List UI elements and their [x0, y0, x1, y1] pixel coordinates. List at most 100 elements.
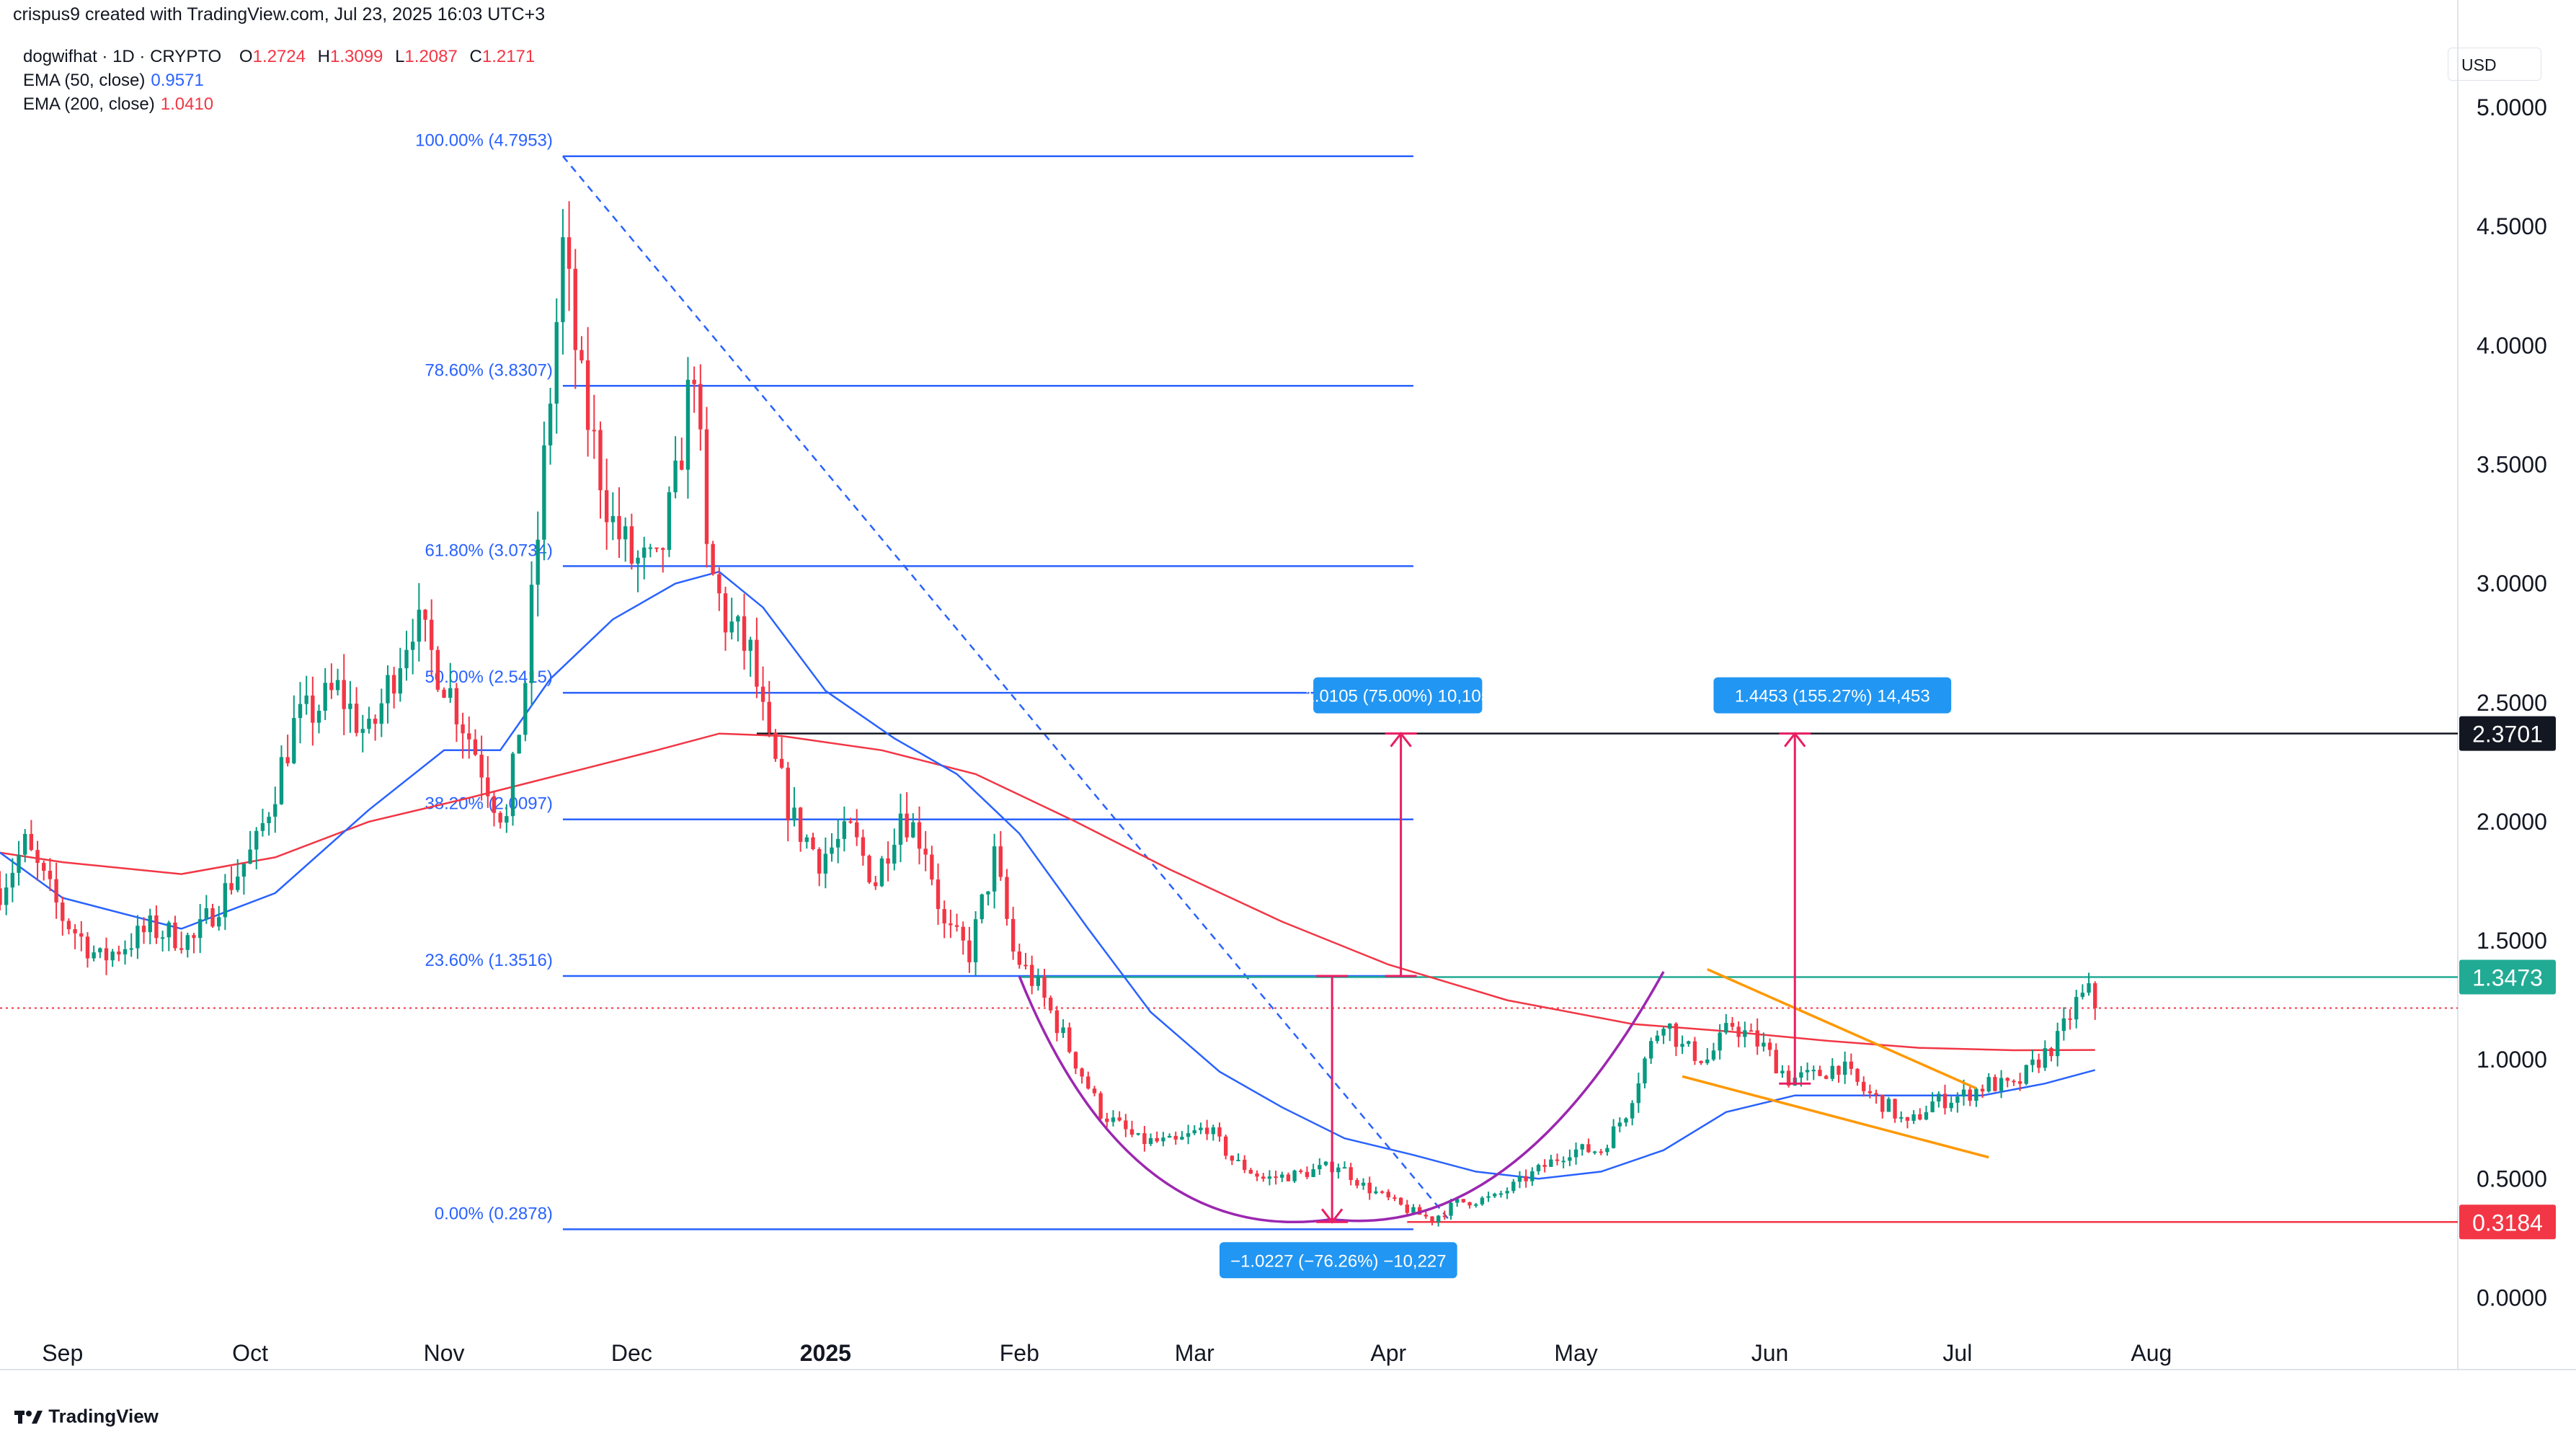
- candle-body: [1498, 1193, 1504, 1195]
- candle-body: [1073, 1052, 1078, 1069]
- candle-body: [886, 858, 890, 864]
- candle-body: [1061, 1027, 1065, 1034]
- candle-body: [767, 701, 771, 733]
- candle-body: [1849, 1061, 1854, 1069]
- candle-body: [542, 445, 546, 540]
- candle-body: [936, 879, 941, 910]
- candle-body: [298, 704, 303, 719]
- candle-body: [855, 822, 859, 838]
- candle-body: [1186, 1133, 1191, 1137]
- candle-body: [1105, 1118, 1109, 1122]
- candle-body: [1692, 1041, 1697, 1061]
- candle-body: [498, 812, 502, 823]
- ema50-label: EMA (50, close): [23, 71, 146, 90]
- candle-body: [1367, 1182, 1372, 1194]
- candle-body: [279, 757, 284, 804]
- candle-body: [1361, 1182, 1366, 1186]
- candle-body: [879, 858, 884, 887]
- x-tick-label: Dec: [611, 1340, 652, 1366]
- candle-body: [1274, 1176, 1278, 1179]
- candle-body: [717, 574, 721, 594]
- candle-body: [830, 847, 834, 854]
- candle-body: [1830, 1065, 1835, 1079]
- candle-body: [129, 948, 133, 950]
- currency-selector[interactable]: USD: [2448, 48, 2541, 81]
- candle-body: [1204, 1127, 1209, 1135]
- candle-body: [1668, 1024, 1672, 1029]
- candle-body: [980, 894, 984, 920]
- candle-body: [1417, 1207, 1422, 1215]
- candle-body: [360, 729, 365, 733]
- candle-body: [617, 515, 621, 540]
- candle-body: [29, 833, 34, 851]
- candle-body: [2036, 1059, 2041, 1068]
- candle-body: [473, 739, 478, 755]
- candle-body: [1874, 1093, 1878, 1095]
- candle-body: [185, 935, 190, 950]
- fib-level-label: 100.00% (4.7953): [415, 131, 553, 151]
- candle-body: [354, 704, 359, 733]
- candle-body: [1318, 1165, 1322, 1170]
- candle-body: [1724, 1023, 1728, 1033]
- candle-body: [760, 686, 765, 702]
- candle-body: [1286, 1174, 1291, 1181]
- candle-body: [110, 951, 115, 961]
- candle-body: [680, 460, 684, 470]
- candle-body: [1192, 1130, 1196, 1134]
- candle-body: [1049, 998, 1053, 1011]
- candle-body: [316, 711, 321, 723]
- measure-label-text: 1.4453 (155.27%) 14,453: [1735, 687, 1930, 706]
- candle-body: [85, 936, 90, 959]
- candle-body: [98, 948, 102, 953]
- ema50-line: [0, 570, 2096, 1180]
- candle-body: [236, 877, 240, 890]
- candle-body: [1436, 1215, 1441, 1223]
- x-tick-label: Jun: [1751, 1340, 1789, 1366]
- candle-body: [1299, 1170, 1303, 1172]
- candle-body: [874, 882, 878, 887]
- candle-body: [1398, 1197, 1403, 1205]
- wedge-upper-line: [1707, 968, 1977, 1090]
- candle-body: [1280, 1174, 1284, 1178]
- candle-body: [1611, 1126, 1616, 1148]
- candle-body: [1505, 1191, 1509, 1194]
- measure-arrow: [1390, 732, 1412, 747]
- candle-body: [386, 675, 390, 704]
- candle-body: [1561, 1161, 1565, 1163]
- candle-body: [292, 718, 296, 763]
- candle-body: [273, 804, 277, 817]
- candle-body: [1824, 1075, 1829, 1079]
- candle-body: [1411, 1207, 1416, 1213]
- candle-body: [692, 379, 696, 384]
- candle-body: [223, 883, 228, 918]
- candle-body: [1405, 1204, 1409, 1213]
- candle-body: [505, 816, 509, 823]
- candle-body: [1980, 1088, 1985, 1092]
- candle-body: [61, 902, 65, 921]
- x-tick-label: Aug: [2131, 1340, 2172, 1366]
- fib-level-label: 78.60% (3.8307): [425, 360, 552, 380]
- candle-body: [1573, 1149, 1578, 1158]
- measure-label-box: [1713, 677, 1952, 714]
- candle-body: [1248, 1170, 1253, 1174]
- candle-body: [1893, 1099, 1897, 1119]
- candle-body: [2024, 1065, 2028, 1084]
- candle-body: [842, 821, 847, 839]
- candle-body: [2087, 983, 2091, 993]
- candle-body: [79, 933, 84, 937]
- symbol-row[interactable]: dogwifhat · 1D · CRYPTO O1.2724 H1.3099 …: [23, 45, 535, 68]
- x-tick-label: Sep: [42, 1340, 83, 1366]
- candle-body: [285, 757, 290, 763]
- candle-body: [1517, 1176, 1522, 1182]
- candle-body: [216, 917, 221, 927]
- candle-body: [1342, 1167, 1347, 1169]
- candle-body: [1211, 1127, 1215, 1135]
- ema50-row[interactable]: EMA (50, close) 0.9571: [23, 68, 535, 92]
- tradingview-logo[interactable]: TradingView: [14, 1404, 159, 1428]
- low-key: L: [395, 47, 405, 66]
- candle-body: [554, 321, 559, 404]
- y-tick-label: 2.0000: [2477, 809, 2547, 835]
- candle-body: [1918, 1114, 1922, 1120]
- ema200-row[interactable]: EMA (200, close) 1.0410: [23, 92, 535, 116]
